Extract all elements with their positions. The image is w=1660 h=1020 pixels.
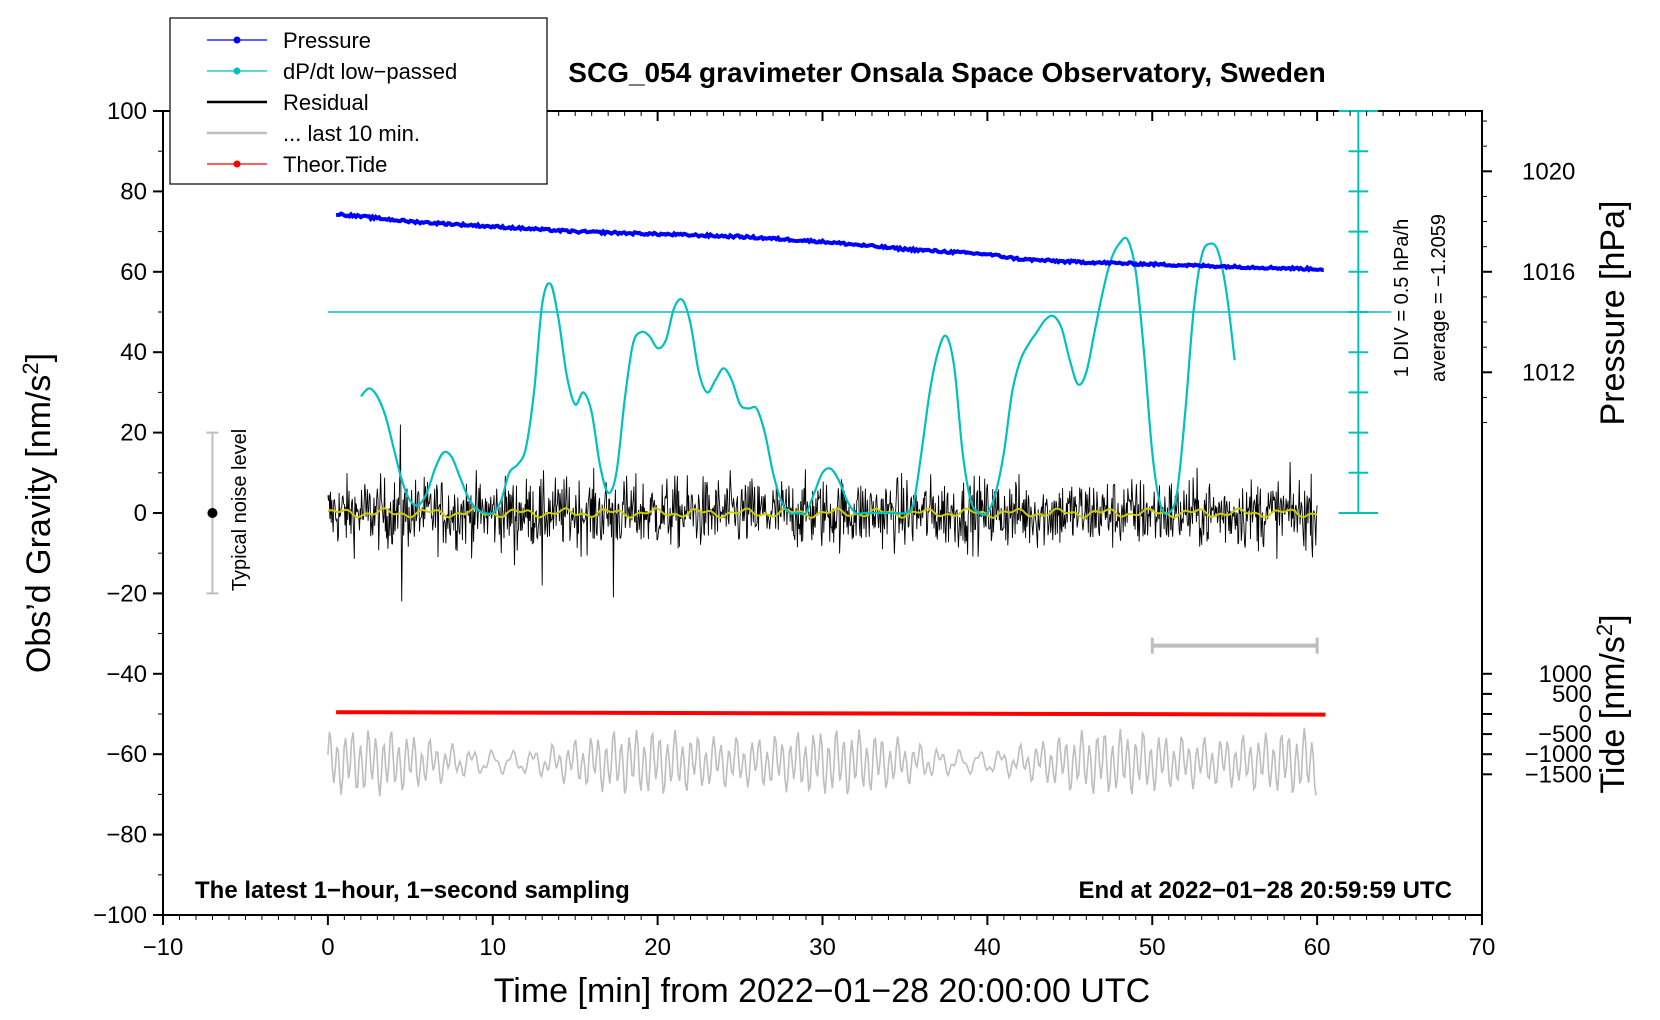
x-tick-label: 50 bbox=[1139, 934, 1166, 961]
x-tick-label: −10 bbox=[143, 934, 184, 961]
y-tick-label: −60 bbox=[106, 741, 147, 768]
tide-series-group bbox=[336, 710, 1326, 717]
x-tick-label: 20 bbox=[644, 934, 671, 961]
noise-bar-center-dot bbox=[207, 508, 218, 518]
last-10-min-bar-group bbox=[1150, 637, 1319, 654]
legend-label: Theor.Tide bbox=[283, 152, 387, 177]
x-tick-label: 10 bbox=[479, 934, 506, 961]
tide-tick-label: −1500 bbox=[1525, 761, 1592, 788]
y-axis-title-end: ] bbox=[20, 353, 58, 362]
dpdt-scale-bar-group bbox=[1338, 110, 1379, 514]
y-axis-title: Obs’d Gravity [nm/s2] bbox=[18, 353, 58, 673]
pressure-tick-label: 1016 bbox=[1522, 259, 1575, 286]
x-tick-label: 40 bbox=[974, 934, 1001, 961]
tide-tick-label: −500 bbox=[1538, 721, 1592, 748]
y-tick-label: 80 bbox=[120, 178, 147, 205]
y-tick-label: 60 bbox=[120, 259, 147, 286]
legend-label: dP/dt low−passed bbox=[283, 59, 457, 84]
y-axis-ticks: 100 80 60 40 20 0 −20 −40 −60 −80 −100 bbox=[93, 98, 163, 929]
last-10-min-line bbox=[327, 727, 1317, 797]
x-axis-title: Time [min] from 2022−01−28 20:00:00 UTC bbox=[494, 972, 1150, 1010]
y-tick-label: −80 bbox=[106, 822, 147, 849]
pressure-series-group bbox=[335, 211, 1325, 273]
end-time-annotation: End at 2022−01−28 20:59:59 UTC bbox=[1078, 877, 1452, 904]
x-axis-ticks: −10 0 10 20 30 40 50 60 70 bbox=[143, 111, 1496, 961]
pressure-tick-label: 1012 bbox=[1522, 359, 1575, 386]
x-tick-label: 60 bbox=[1304, 934, 1331, 961]
y-tick-label: −20 bbox=[106, 580, 147, 607]
y-tick-label: 0 bbox=[134, 500, 147, 527]
y-tick-label: 20 bbox=[120, 420, 147, 447]
x-tick-label: 70 bbox=[1469, 934, 1496, 961]
residual-series-group bbox=[327, 424, 1318, 602]
dpdt-series-group bbox=[360, 236, 1236, 517]
y-tick-label: 100 bbox=[107, 98, 147, 125]
tide-tick-label: 1000 bbox=[1539, 661, 1592, 688]
tide-tick-label: −1000 bbox=[1525, 741, 1592, 768]
legend-entries: Pressure dP/dt low−passed Residual ... last… bbox=[207, 28, 457, 177]
tide-line bbox=[336, 710, 1326, 717]
y-axis-title-text: Obs’d Gravity [nm/s bbox=[20, 375, 58, 674]
pressure-line bbox=[335, 211, 1325, 273]
dpdt-average-label: average = −1.2059 bbox=[1428, 214, 1450, 382]
tide-tick-label: 500 bbox=[1552, 681, 1592, 708]
last-10-min-series-group bbox=[327, 727, 1317, 797]
noise-bar-group bbox=[206, 431, 219, 595]
tide-axis-title-sup: 2 bbox=[1592, 624, 1617, 636]
y-tick-label: −100 bbox=[93, 902, 147, 929]
pressure-axis-ticks: 1020 1016 1012 bbox=[1482, 120, 1575, 424]
tide-axis-title: Tide [nm/s2] bbox=[1592, 614, 1632, 793]
legend-label: Residual bbox=[283, 90, 369, 115]
y-tick-label: 40 bbox=[120, 339, 147, 366]
dpdt-scale-label: 1 DIV = 0.5 hPa/h bbox=[1391, 219, 1413, 377]
y-axis-title-sup: 2 bbox=[18, 362, 43, 374]
legend: Pressure dP/dt low−passed Residual ... last… bbox=[169, 17, 548, 185]
legend-swatch-marker bbox=[233, 67, 241, 75]
y-tick-label: −40 bbox=[106, 661, 147, 688]
legend-swatch-marker bbox=[233, 160, 241, 168]
chart-title: SCG_054 gravimeter Onsala Space Observat… bbox=[568, 57, 1325, 88]
pressure-tick-label: 1020 bbox=[1522, 158, 1575, 185]
x-tick-label: 30 bbox=[809, 934, 836, 961]
tide-axis-title-end: ] bbox=[1594, 614, 1632, 623]
tide-tick-label: 0 bbox=[1579, 701, 1592, 728]
tide-axis-title-text: Tide [nm/s bbox=[1594, 636, 1632, 793]
legend-swatch-marker bbox=[233, 36, 241, 44]
residual-line bbox=[327, 424, 1318, 602]
x-tick-label: 0 bbox=[321, 934, 334, 961]
pressure-axis-title: Pressure [hPa] bbox=[1594, 201, 1632, 426]
legend-label: Pressure bbox=[283, 28, 371, 53]
sampling-annotation: The latest 1−hour, 1−second sampling bbox=[195, 877, 630, 904]
dpdt-line bbox=[360, 236, 1236, 517]
noise-level-label: Typical noise level bbox=[229, 429, 251, 591]
legend-label: ... last 10 min. bbox=[283, 121, 420, 146]
